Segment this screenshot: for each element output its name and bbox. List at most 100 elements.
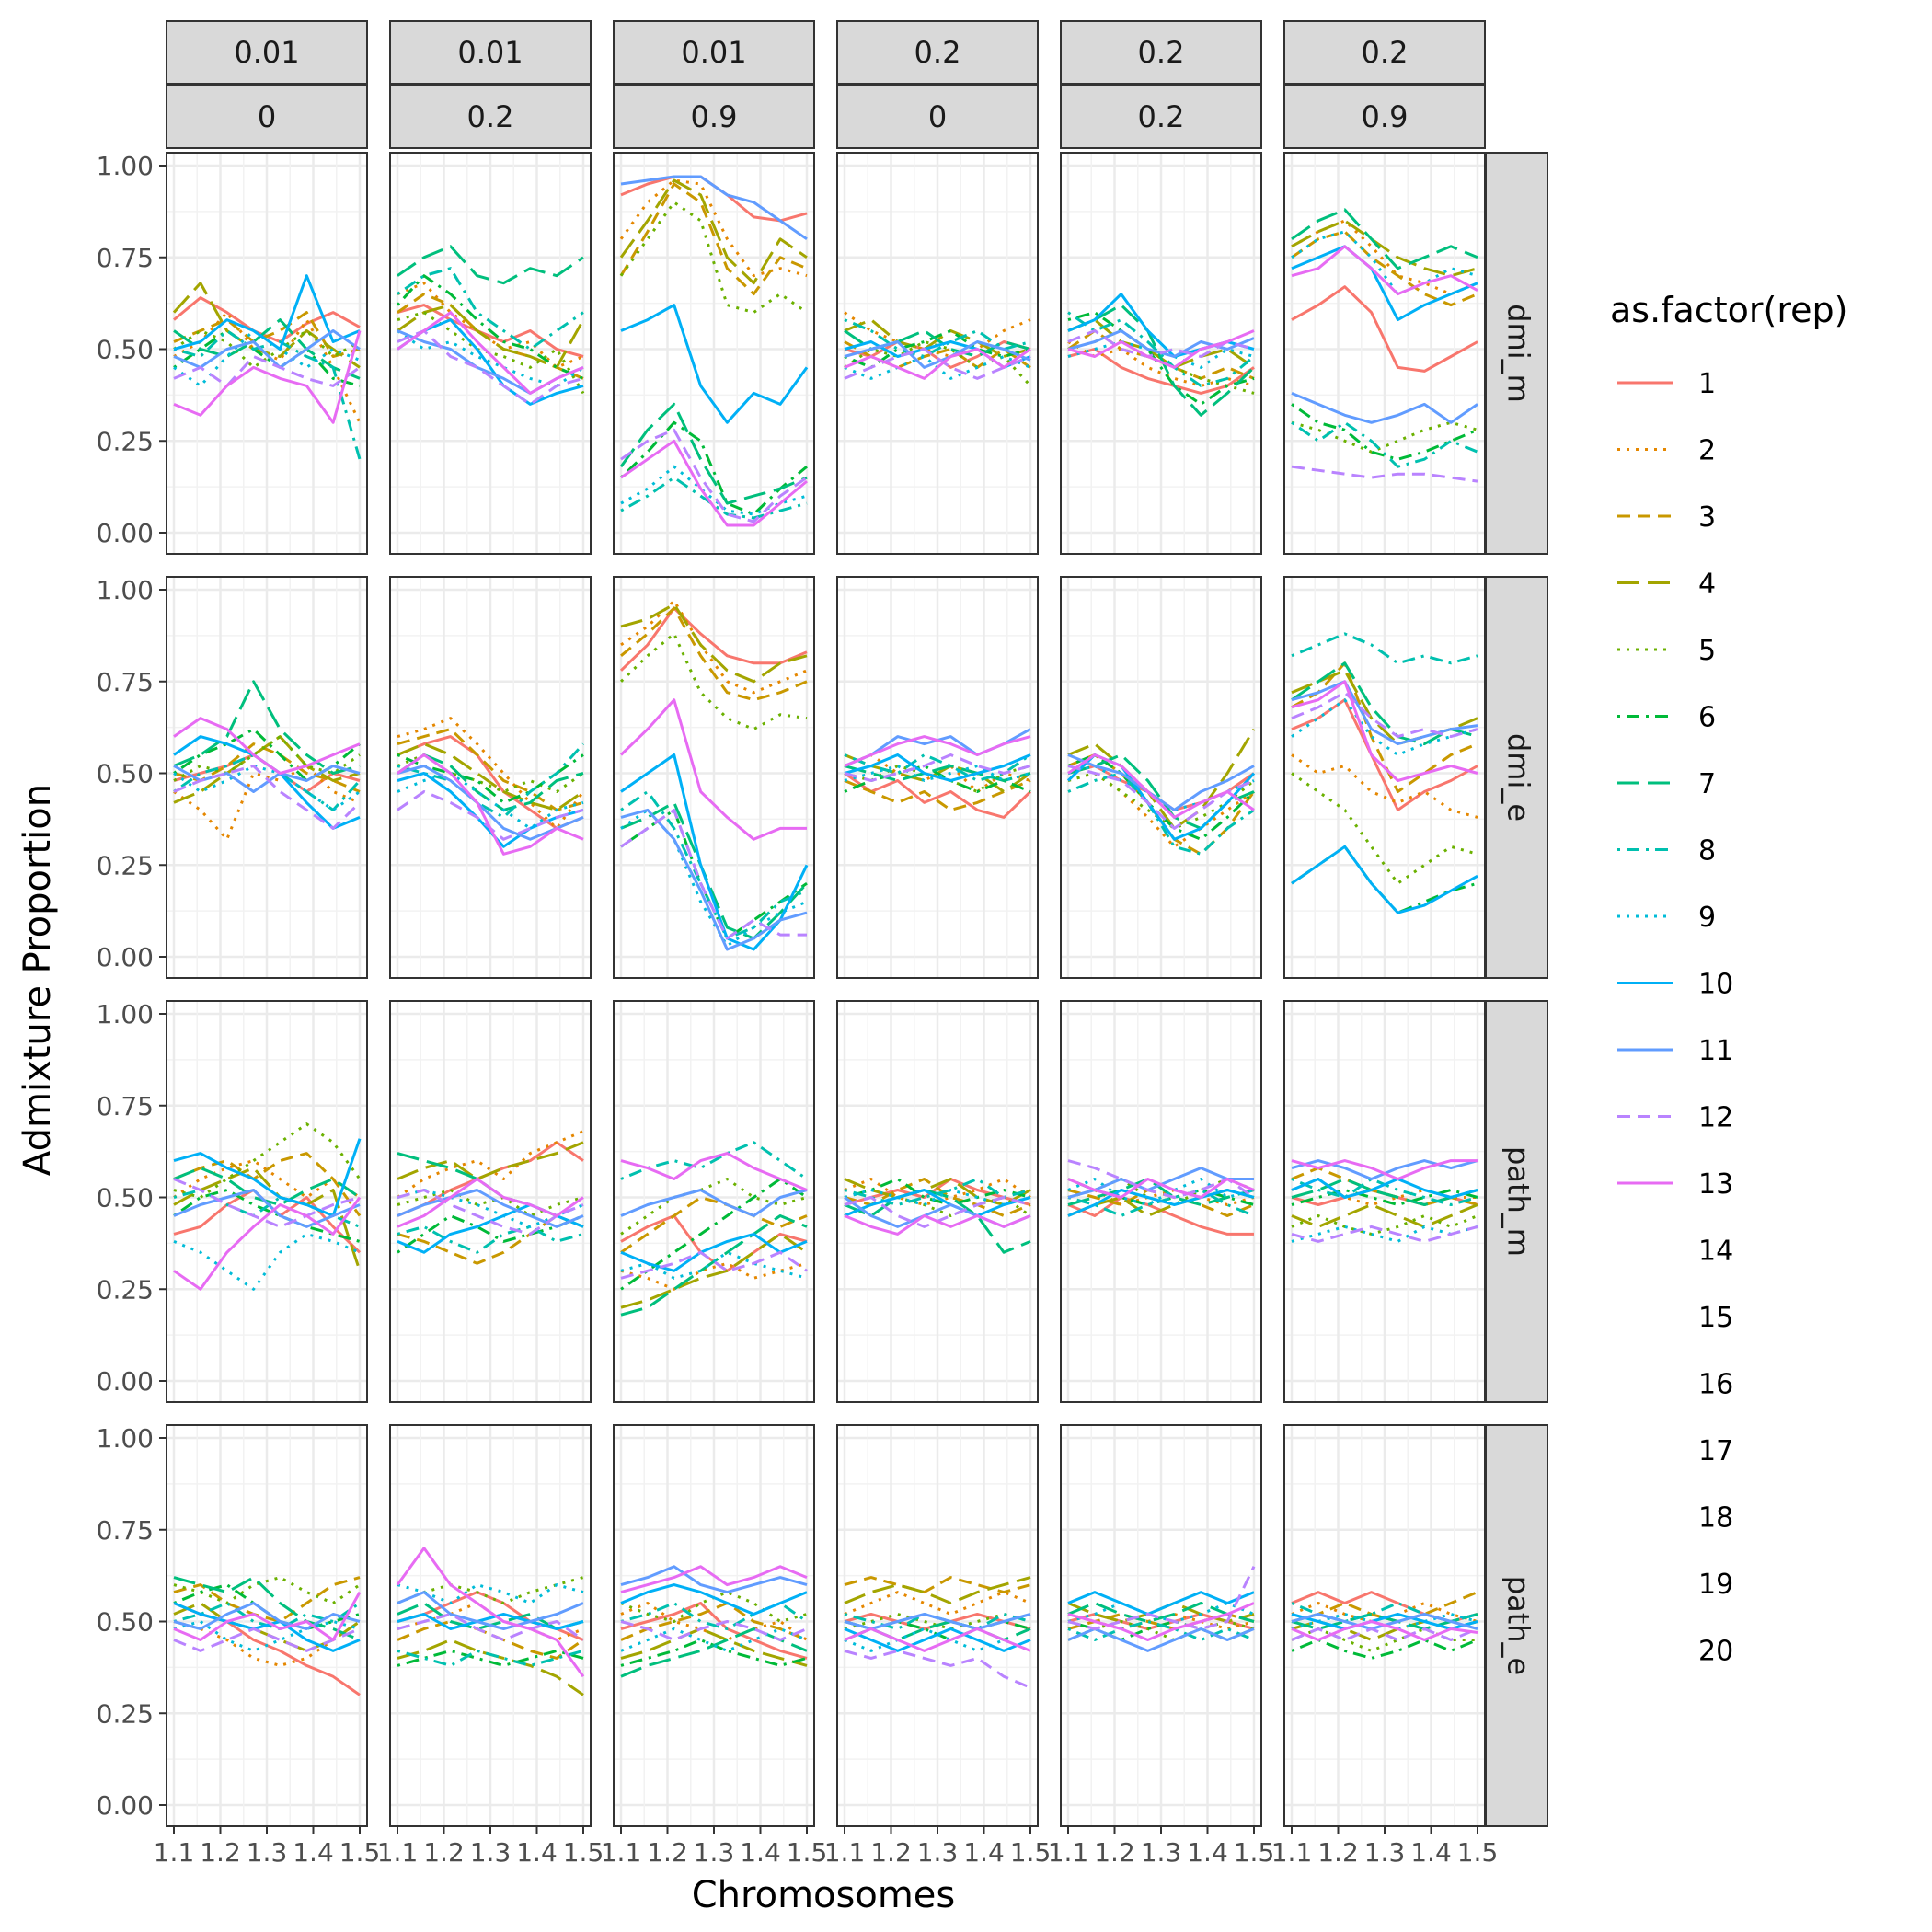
x-tick-label: 1.3 bbox=[917, 1837, 959, 1868]
series-line-rep-8 bbox=[844, 1178, 1031, 1206]
facet-panel-r2-c0 bbox=[167, 1001, 367, 1402]
facet-panel-r3-c1 bbox=[390, 1425, 591, 1826]
column-strip-bottom bbox=[389, 85, 592, 149]
facet-panel-r0-c5 bbox=[1284, 153, 1485, 554]
series-line-rep-13 bbox=[1291, 1159, 1478, 1180]
series-line-rep-10 bbox=[844, 753, 1031, 782]
series-line-rep-10 bbox=[620, 753, 809, 951]
series-line-rep-6 bbox=[396, 274, 584, 380]
y-tick-label: 0.50 bbox=[97, 1183, 154, 1213]
series-line-rep-9 bbox=[397, 1583, 584, 1604]
series-line-rep-13 bbox=[1291, 245, 1478, 296]
series-line-rep-9 bbox=[173, 1232, 361, 1291]
series-line-rep-8 bbox=[397, 742, 585, 819]
facet-panel-r1-c2 bbox=[614, 577, 814, 978]
series-line-rep-13 bbox=[1067, 1178, 1255, 1199]
panel-border bbox=[166, 152, 368, 555]
facet-panel-r1-c1 bbox=[390, 577, 591, 978]
series-line-rep-12 bbox=[173, 1178, 361, 1228]
facet-panel-r1-c4 bbox=[1061, 577, 1261, 978]
series-line-rep-12 bbox=[397, 1189, 584, 1236]
y-tick-label: 0.75 bbox=[97, 1091, 154, 1121]
series-line-rep-9 bbox=[1291, 230, 1478, 296]
panel-border bbox=[389, 152, 592, 555]
facet-panel-r3-c2 bbox=[614, 1425, 814, 1826]
series-line-rep-8 bbox=[397, 1649, 584, 1667]
series-line-rep-2 bbox=[844, 1591, 1031, 1616]
series-line-rep-13 bbox=[1067, 1602, 1255, 1641]
series-line-rep-3 bbox=[1067, 1189, 1255, 1217]
series-line-rep-11 bbox=[1067, 753, 1255, 811]
panel-border bbox=[1060, 576, 1262, 979]
series-line-rep-2 bbox=[1067, 772, 1255, 848]
series-line-rep-13 bbox=[620, 439, 808, 527]
series-line-rep-10 bbox=[173, 274, 361, 351]
panel-border bbox=[389, 576, 592, 979]
x-tick-label: 1.5 bbox=[1234, 1837, 1275, 1868]
x-tick-label: 1.5 bbox=[787, 1837, 828, 1868]
series-line-rep-13 bbox=[620, 1152, 808, 1191]
series-line-rep-9 bbox=[397, 329, 584, 387]
series-line-rep-4 bbox=[844, 1178, 1031, 1206]
series-line-rep-3 bbox=[173, 1576, 361, 1623]
series-line-rep-13 bbox=[1067, 329, 1255, 369]
legend-label-rep-16: 16 bbox=[1698, 1369, 1733, 1401]
series-line-rep-7 bbox=[173, 680, 361, 775]
series-line-rep-6 bbox=[1291, 1639, 1478, 1660]
legend-title: as.factor(rep) bbox=[1610, 290, 1847, 330]
column-strip-top bbox=[166, 20, 368, 85]
legend-label-rep-1: 1 bbox=[1698, 368, 1716, 400]
x-tick-label: 1.3 bbox=[470, 1837, 512, 1868]
column-strip-top bbox=[389, 20, 592, 85]
series-line-rep-10 bbox=[1067, 1189, 1255, 1217]
legend-label-rep-8: 8 bbox=[1698, 835, 1716, 868]
legend-label-rep-4: 4 bbox=[1698, 569, 1716, 601]
y-tick-label: 0.50 bbox=[97, 759, 154, 789]
series-line-rep-13 bbox=[1291, 1620, 1478, 1641]
y-tick-label: 0.00 bbox=[97, 1790, 154, 1821]
column-strip-bottom bbox=[1283, 85, 1486, 149]
series-line-rep-11 bbox=[1067, 1627, 1255, 1652]
series-line-rep-12 bbox=[620, 1620, 808, 1641]
series-line-rep-4 bbox=[1291, 1203, 1478, 1228]
series-line-rep-12 bbox=[1291, 465, 1478, 483]
series-line-rep-4 bbox=[1291, 219, 1478, 278]
axes: 0.00 0.25 0.50 0.75 1.00 0.00 0.25 0.50 0.75 1.00… bbox=[97, 151, 1499, 1868]
y-tick-label: 0.25 bbox=[97, 850, 154, 880]
column-strip-top-label: 0.2 bbox=[1138, 35, 1185, 70]
series-line-rep-9 bbox=[620, 1250, 808, 1280]
legend-label-rep-15: 15 bbox=[1698, 1302, 1733, 1334]
column-strip-top-label: 0.01 bbox=[457, 35, 523, 70]
row-strip-label: path_e bbox=[1501, 1576, 1536, 1675]
series-line-rep-6 bbox=[844, 329, 1031, 369]
series-line-rep-10 bbox=[844, 1627, 1031, 1652]
facet-panel-r1-c3 bbox=[837, 577, 1038, 978]
series-line-rep-2 bbox=[173, 765, 361, 841]
row-strip bbox=[1485, 576, 1548, 979]
series-line-rep-5 bbox=[397, 753, 584, 793]
series-line-rep-7 bbox=[1291, 661, 1478, 746]
series-line-rep-4 bbox=[619, 178, 808, 285]
series-line-rep-3 bbox=[173, 311, 361, 358]
panel-border bbox=[613, 576, 815, 979]
series-line-rep-2 bbox=[173, 1620, 361, 1667]
series-line-rep-13 bbox=[396, 1547, 585, 1678]
series-line-rep-6 bbox=[1067, 311, 1255, 406]
series-line-rep-8 bbox=[620, 790, 808, 940]
facet-panel-r2-c2 bbox=[614, 1001, 814, 1402]
facet-panel-r0-c4 bbox=[1061, 153, 1261, 554]
series-line-rep-10 bbox=[620, 1232, 808, 1272]
facet-panel-r0-c0 bbox=[167, 153, 367, 554]
panel-border bbox=[836, 576, 1039, 979]
x-tick-label: 1.4 bbox=[293, 1837, 334, 1868]
series-line-rep-12 bbox=[620, 1250, 808, 1280]
x-tick-label: 1.1 bbox=[824, 1837, 866, 1868]
series-line-rep-6 bbox=[173, 1189, 361, 1243]
row-strip-label: dmi_e bbox=[1501, 733, 1536, 822]
series-line-rep-8 bbox=[620, 1602, 808, 1630]
series-line-rep-5 bbox=[620, 1178, 808, 1236]
series-line-rep-12 bbox=[397, 1613, 584, 1641]
series-line-rep-8 bbox=[173, 1189, 361, 1228]
series-line-rep-11 bbox=[397, 1189, 584, 1228]
series-line-rep-13 bbox=[173, 717, 361, 775]
